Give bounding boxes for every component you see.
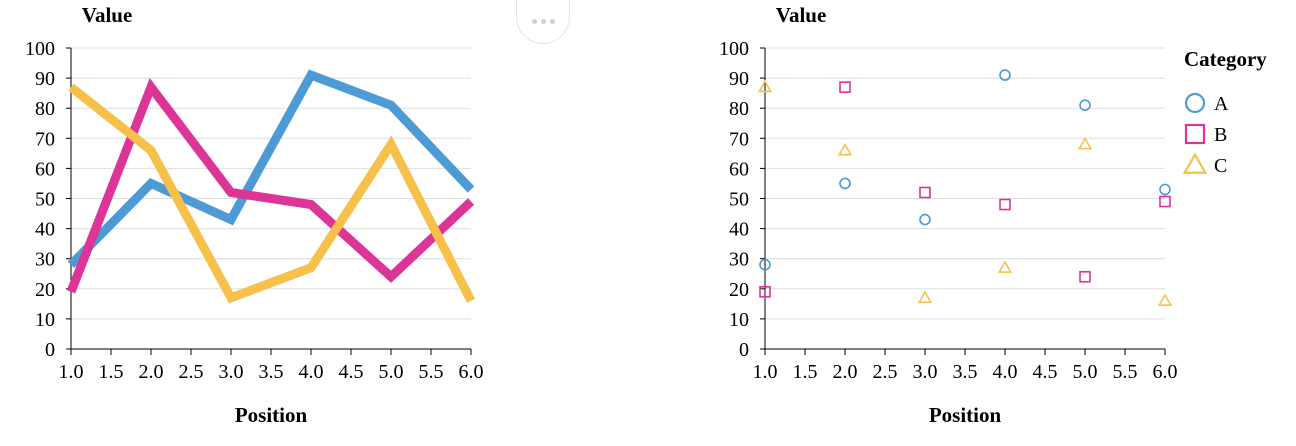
y-tick-label: 20 (729, 279, 749, 301)
x-tick-label: 5.0 (379, 361, 404, 383)
point-c (997, 260, 1013, 273)
x-tick-label: 4.0 (299, 361, 324, 383)
point-c (917, 290, 933, 303)
legend-label: C (1214, 155, 1227, 177)
y-tick-label: 0 (45, 339, 55, 361)
legend-label: A (1214, 93, 1229, 115)
y-tick-label: 70 (35, 128, 55, 150)
y-tick-label: 40 (729, 219, 749, 241)
x-tick-label: 3.0 (219, 361, 244, 383)
x-tick-label: 6.0 (1153, 361, 1178, 383)
y-tick-label: 90 (35, 68, 55, 90)
x-tick-label: 1.0 (59, 361, 84, 383)
point-b (999, 198, 1011, 211)
x-axis: 1.0 1.5 2.0 2.5 3.0 3.5 4.0 4.5 5.0 5.5 6.0 (753, 348, 1178, 383)
more-horizontal-icon (549, 19, 555, 24)
point-a (759, 258, 771, 271)
point-b (1079, 270, 1091, 283)
series-line-b (66, 78, 475, 294)
point-a (1159, 183, 1171, 196)
x-tick-label: 4.0 (993, 361, 1018, 383)
x-tick-label: 5.5 (1113, 361, 1138, 383)
point-b (839, 81, 851, 93)
point-c (1077, 136, 1093, 150)
line-chart: Value Position 0 10 20 30 40 50 60 70 80 90 100 1.… (25, 3, 484, 427)
x-tick-label: 2.0 (833, 361, 858, 383)
point-c (757, 79, 773, 93)
more-horizontal-icon (531, 19, 537, 24)
y-tick-label: 50 (35, 189, 55, 211)
y-tick-label: 100 (719, 38, 749, 60)
series-lines (66, 69, 476, 304)
x-tick-label: 3.0 (913, 361, 938, 383)
y-tick-label: 60 (729, 158, 749, 180)
y-tick-label: 0 (739, 339, 749, 361)
grid-lines (765, 47, 1165, 320)
point-c (837, 142, 853, 156)
y-axis-title: Value (82, 3, 133, 27)
y-tick-label: 70 (729, 128, 749, 150)
legend: Category ABC (1182, 47, 1267, 177)
scatter-points (757, 69, 1173, 306)
y-tick-label: 80 (729, 98, 749, 120)
x-tick-label: 5.5 (419, 361, 444, 383)
legend-title: Category (1184, 47, 1267, 71)
y-tick-label: 100 (25, 38, 55, 60)
legend-marker-a (1184, 92, 1206, 114)
point-a (1079, 99, 1091, 111)
point-a (839, 177, 851, 190)
point-b (919, 186, 931, 199)
y-tick-label: 30 (35, 249, 55, 271)
point-a (919, 213, 931, 226)
x-tick-label: 3.5 (259, 361, 284, 383)
y-tick-label: 20 (35, 279, 55, 301)
y-tick-label: 40 (35, 219, 55, 241)
legend-marker-c (1182, 152, 1208, 174)
x-tick-label: 2.5 (179, 361, 204, 383)
chart-actions-button[interactable] (516, 0, 570, 44)
x-axis-title: Position (929, 403, 1002, 427)
more-horizontal-icon (540, 19, 546, 24)
series-line-c (68, 83, 476, 304)
y-axis: 0 10 20 30 40 50 60 70 80 90 100 (25, 38, 72, 361)
point-a (999, 69, 1011, 81)
x-tick-label: 4.5 (1033, 361, 1058, 383)
x-axis-title: Position (235, 403, 308, 427)
point-b (759, 286, 771, 298)
x-tick-label: 2.0 (139, 361, 164, 383)
y-tick-label: 60 (35, 158, 55, 180)
point-b (1159, 195, 1171, 208)
x-tick-label: 3.5 (953, 361, 978, 383)
x-tick-label: 6.0 (459, 361, 484, 383)
legend-label: B (1214, 124, 1227, 146)
x-tick-label: 1.5 (99, 361, 124, 383)
y-tick-label: 10 (35, 309, 55, 331)
series-line-a (67, 69, 475, 268)
y-tick-label: 80 (35, 98, 55, 120)
x-tick-label: 1.0 (753, 361, 778, 383)
x-tick-label: 2.5 (873, 361, 898, 383)
scatter-chart: Value Position 0 10 20 30 40 50 60 70 80 90 100 1.… (719, 3, 1267, 427)
y-tick-label: 10 (729, 309, 749, 331)
y-axis: 0 10 20 30 40 50 60 70 80 90 100 (719, 38, 766, 361)
y-tick-label: 50 (729, 189, 749, 211)
x-tick-label: 4.5 (339, 361, 364, 383)
y-tick-label: 90 (729, 68, 749, 90)
y-axis-title: Value (776, 3, 827, 27)
x-tick-label: 5.0 (1073, 361, 1098, 383)
x-tick-label: 1.5 (793, 361, 818, 383)
point-c (1157, 293, 1173, 306)
y-tick-label: 30 (729, 249, 749, 271)
legend-marker-b (1184, 123, 1206, 145)
x-axis: 1.0 1.5 2.0 2.5 3.0 3.5 4.0 4.5 5.0 5.5 6.0 (59, 348, 484, 383)
